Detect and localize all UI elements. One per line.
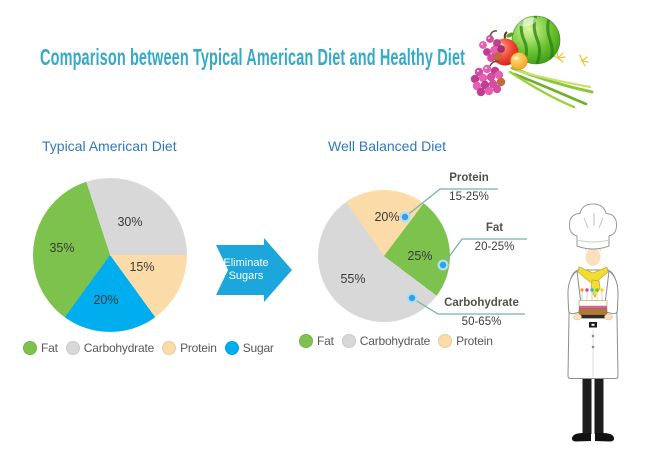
legend-label: Protein: [180, 341, 217, 355]
fruits-clipart: [470, 15, 594, 109]
legend-item-protein: Protein: [438, 334, 493, 348]
legend-item-fat: Fat: [23, 341, 58, 355]
legend-label: Carbohydrate: [83, 341, 155, 355]
callout-marker-carbohydrate: [406, 292, 418, 304]
callout-marker-protein: [399, 211, 411, 223]
birthday-cake-icon: [573, 288, 613, 328]
callout-label: Protein: [449, 172, 489, 184]
orange-icon: [510, 52, 528, 70]
pie-value-label-carbohydrate: 30%: [117, 215, 143, 229]
pie-value-label-protein: 20%: [374, 210, 400, 224]
chef-legs: [571, 376, 615, 442]
legend-dot-carbohydrate: [341, 334, 356, 348]
legend-item-carbohydrate: Carbohydrate: [65, 341, 155, 355]
legend-dot-fat: [299, 334, 313, 348]
legend-item-carbohydrate: Carbohydrate: [341, 334, 431, 348]
callout-range: 20-25%: [474, 241, 515, 253]
pie-value-label-fat: 25%: [407, 249, 433, 263]
pie-chart-well-balanced-diet: [318, 190, 450, 322]
legend-label: Fat: [41, 341, 58, 355]
legend-item-fat: Fat: [299, 334, 334, 348]
legend-label: Sugar: [242, 341, 274, 355]
pie-value-label-carbohydrate: 55%: [340, 272, 366, 286]
right-chart-title: Well Balanced Diet: [328, 138, 447, 154]
page-title: Comparison between Typical American Diet…: [40, 44, 466, 70]
pie-value-label-protein: 15%: [129, 260, 155, 274]
chef-clipart: [567, 203, 619, 442]
callout-range: 50-65%: [461, 316, 502, 328]
left-legend: Fat Carbohydrate Protein Sugar: [23, 341, 282, 355]
chef-hat-icon: [568, 203, 618, 250]
legend-dot-sugar: [224, 341, 239, 355]
eliminate-sugars-arrow: [216, 238, 292, 302]
legend-label: Carbohydrate: [359, 334, 431, 348]
chef-scarf: [577, 266, 609, 298]
callout-lines: [399, 188, 527, 315]
pie-chart-typical-american-diet: [33, 178, 187, 332]
pie-value-label-sugar: 20%: [93, 293, 119, 307]
callout-label: Fat: [485, 222, 504, 234]
callout-fat: Fat 20-25%: [462, 222, 527, 254]
right-legend: Fat Carbohydrate Protein: [299, 334, 501, 348]
pie-value-label-fat: 35%: [49, 241, 75, 255]
callout-line-protein: [404, 188, 498, 218]
callout-line-carbohydrate: [411, 297, 525, 315]
watermelon-icon: [511, 15, 561, 65]
legend-label: Protein: [456, 334, 493, 348]
legend-dot-protein: [438, 334, 453, 348]
legend-label: Fat: [317, 334, 334, 348]
left-chart-title: Typical American Diet: [42, 138, 177, 154]
grapes-icon: [470, 60, 506, 97]
arrow-label: Eliminate Sugars: [223, 257, 269, 282]
legend-dot-carbohydrate: [65, 341, 80, 355]
grapes-icon: [479, 30, 505, 62]
legend-item-sugar: Sugar: [224, 341, 274, 355]
legend-dot-protein: [162, 341, 177, 355]
callout-range: 15-25%: [449, 191, 489, 203]
callout-protein: Protein 15-25%: [440, 172, 498, 204]
callout-label: Carbohydrate: [444, 297, 519, 309]
callout-marker-fat: [437, 259, 449, 271]
callout-carbohydrate: Carbohydrate 50-65%: [438, 297, 525, 329]
legend-item-protein: Protein: [162, 341, 217, 355]
legend-dot-fat: [23, 341, 37, 355]
callout-line-fat: [442, 238, 527, 266]
scallion-icon: [508, 50, 594, 109]
